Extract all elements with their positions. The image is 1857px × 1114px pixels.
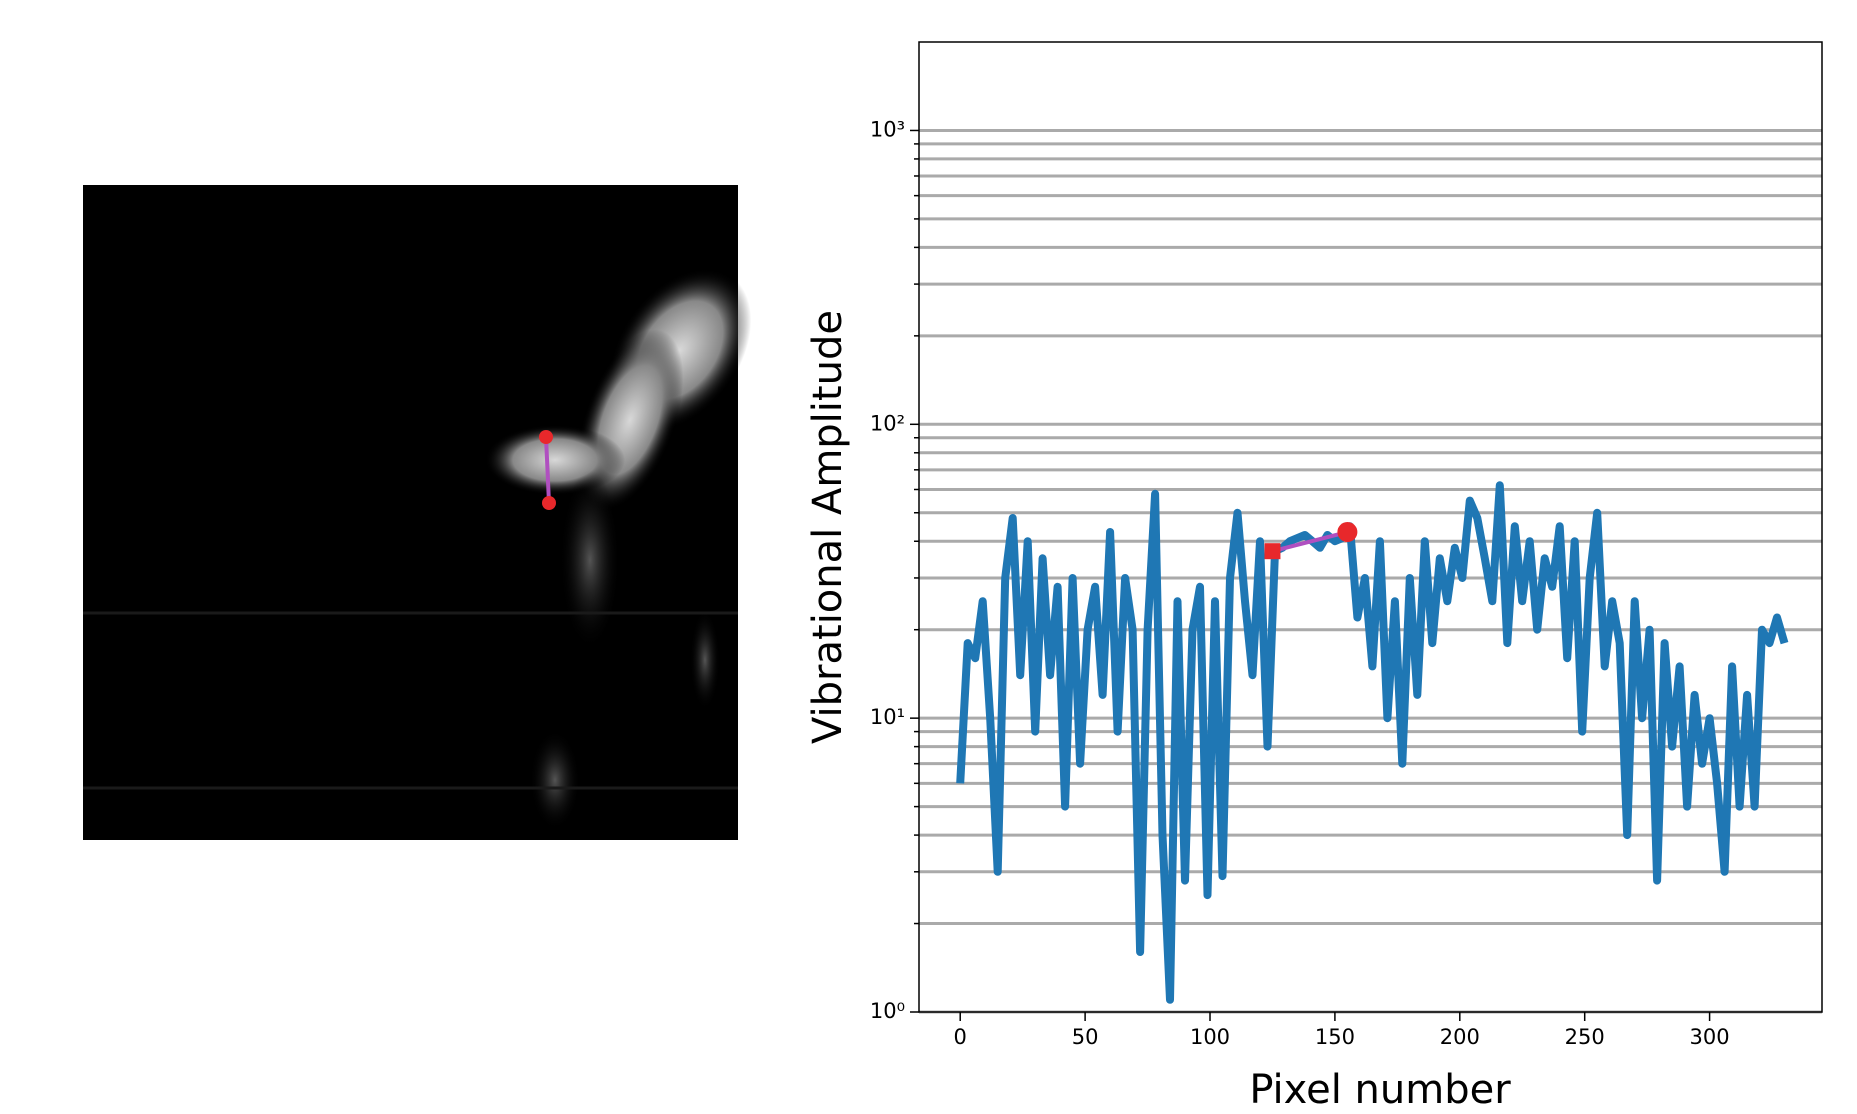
image-segment	[544, 436, 551, 504]
image-point	[542, 496, 556, 510]
y-axis-label: Vibrational Amplitude	[805, 310, 851, 744]
image-blob	[530, 730, 580, 830]
image-point	[539, 430, 553, 444]
image-background	[83, 185, 738, 840]
data-line	[956, 481, 1789, 1004]
x-tick-label: 150	[1315, 1025, 1355, 1049]
image-blob	[690, 610, 720, 710]
image-panel	[83, 185, 752, 840]
y-tick-label: 10¹	[870, 705, 905, 729]
x-tick-label: 100	[1190, 1025, 1230, 1049]
x-tick-label: 250	[1565, 1025, 1605, 1049]
overlay-marker	[1337, 522, 1358, 543]
x-tick-label: 300	[1690, 1025, 1730, 1049]
overlay-marker	[1264, 543, 1281, 560]
x-tick-label: 0	[954, 1025, 967, 1049]
y-tick-label: 10²	[870, 411, 905, 435]
x-tick-label: 200	[1440, 1025, 1480, 1049]
x-tick-label: 50	[1072, 1025, 1099, 1049]
overlay-line	[1271, 530, 1348, 554]
y-tick-label: 10³	[870, 117, 905, 141]
x-axis-label: Pixel number	[1249, 1067, 1511, 1113]
plot-frame	[918, 41, 1823, 1013]
y-tick-label: 10⁰	[870, 999, 905, 1023]
image-blob	[560, 470, 620, 650]
